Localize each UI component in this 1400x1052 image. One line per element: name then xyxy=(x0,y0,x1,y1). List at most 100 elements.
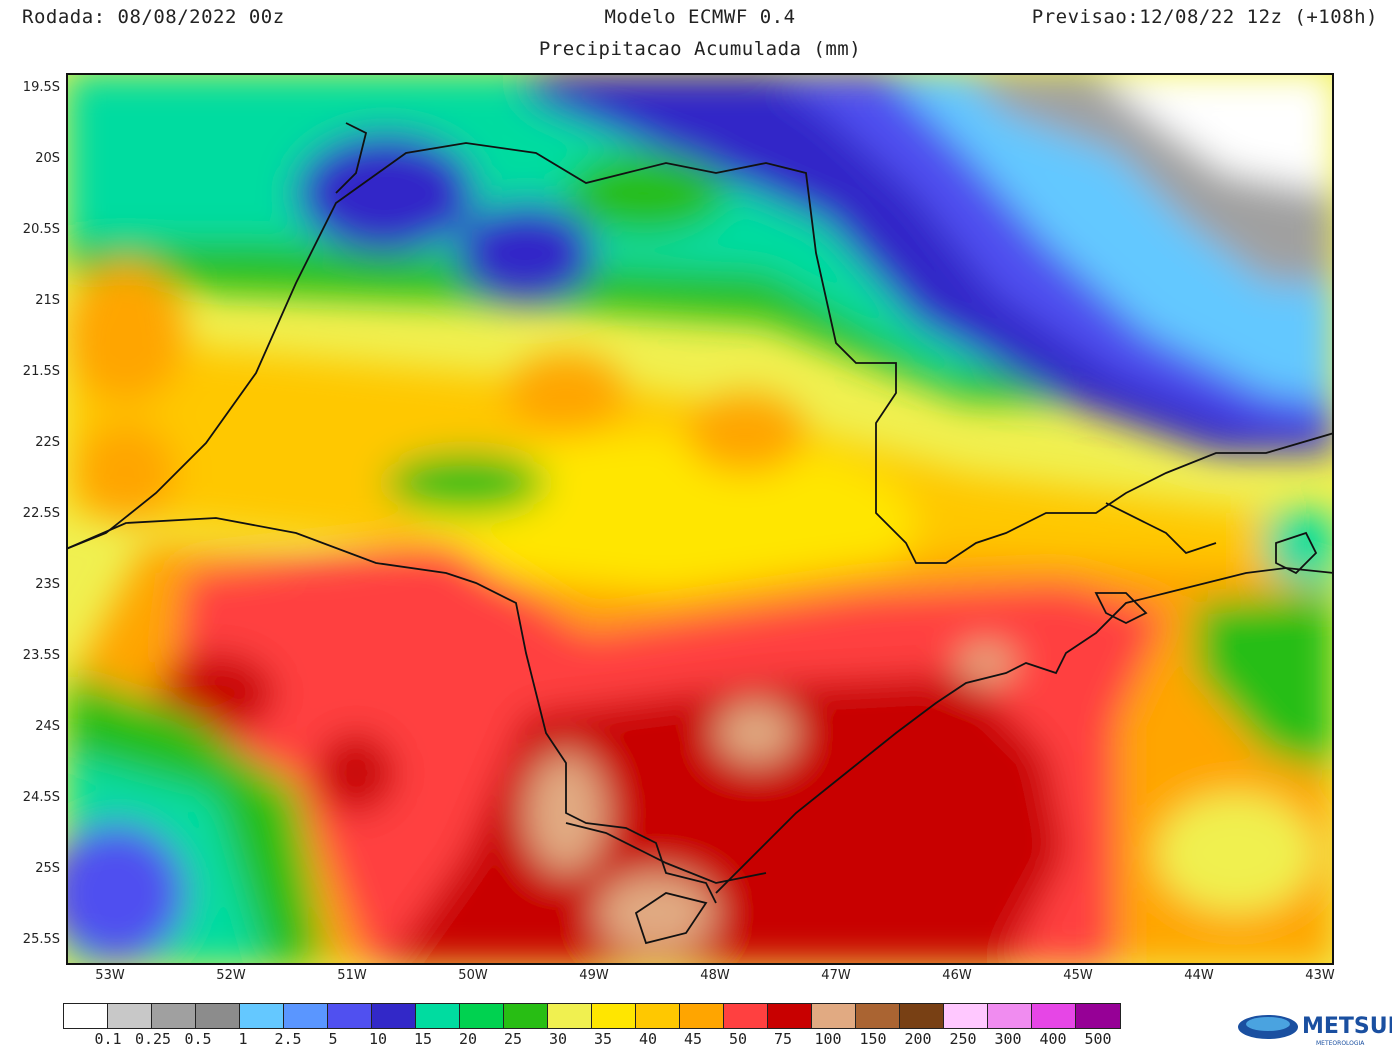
lat-label: 25.5S xyxy=(22,932,60,947)
field-orange-west2 xyxy=(76,423,176,523)
field-tan-4 xyxy=(956,643,1016,683)
field-darkred-south xyxy=(386,673,1066,965)
colorbar-swatch xyxy=(416,1004,460,1028)
lon-label: 47W xyxy=(821,968,851,983)
lat-label: 22S xyxy=(35,435,60,450)
lon-label: 44W xyxy=(1184,968,1214,983)
border-ms-pr xyxy=(335,122,368,194)
lat-label: 24S xyxy=(35,719,60,734)
field-blue-sw xyxy=(66,823,186,963)
colorbar-label: 0.1 xyxy=(94,1030,122,1048)
field-blue-n2 xyxy=(456,203,596,303)
lat-label: 21S xyxy=(35,293,60,308)
lat-label: 21.5S xyxy=(22,364,60,379)
lat-label: 19.5S xyxy=(22,80,60,95)
colorbar-swatch xyxy=(460,1004,504,1028)
logo-tagline: METEOROLOGIA xyxy=(1316,1040,1365,1047)
colorbar-label: 150 xyxy=(859,1030,887,1048)
colorbar-label: 50 xyxy=(728,1030,748,1048)
colorbar-swatch xyxy=(1076,1004,1120,1028)
colorbar-swatch xyxy=(1032,1004,1076,1028)
lon-label: 53W xyxy=(95,968,125,983)
colorbar-label: 20 xyxy=(458,1030,478,1048)
lat-label: 20S xyxy=(35,151,60,166)
colorbar-label: 75 xyxy=(773,1030,793,1048)
field-yellow-east xyxy=(1156,793,1316,913)
field-orange-west xyxy=(66,263,186,403)
colorbar-swatch xyxy=(636,1004,680,1028)
colorbar-label: 400 xyxy=(1039,1030,1067,1048)
field-orange-c xyxy=(506,353,626,433)
field-orange-e xyxy=(686,393,806,473)
colorbar-swatch xyxy=(240,1004,284,1028)
field-white-ne xyxy=(1096,73,1334,193)
field-green-east xyxy=(1196,593,1334,773)
forecast-valid-label: Previsao:12/08/22 12z (+108h) xyxy=(1031,6,1378,28)
colorbar-swatch xyxy=(504,1004,548,1028)
field-blue-nw xyxy=(296,133,476,253)
colorbar-label: 30 xyxy=(548,1030,568,1048)
field-tan-2 xyxy=(716,703,796,763)
map-frame xyxy=(66,73,1334,965)
lon-label: 43W xyxy=(1305,968,1335,983)
field-green-center xyxy=(386,453,546,513)
lon-label: 45W xyxy=(1063,968,1093,983)
colorbar-label: 0.25 xyxy=(134,1030,172,1048)
colorbar-label: 2.5 xyxy=(274,1030,302,1048)
colorbar-label: 35 xyxy=(593,1030,613,1048)
lat-label: 25S xyxy=(35,861,60,876)
border-pr-sp xyxy=(66,517,717,904)
colorbar-swatch xyxy=(944,1004,988,1028)
bay-pr xyxy=(634,892,708,945)
colorbar-label: 500 xyxy=(1084,1030,1112,1048)
colorbar-swatch xyxy=(108,1004,152,1028)
model-title: Modelo ECMWF 0.4 xyxy=(604,6,796,28)
lat-label: 20.5S xyxy=(22,222,60,237)
border-ms-sp xyxy=(66,142,1334,564)
colorbar-swatch xyxy=(856,1004,900,1028)
lon-label: 50W xyxy=(458,968,488,983)
colorbar-swatch xyxy=(988,1004,1032,1028)
colorbar-label: 25 xyxy=(503,1030,523,1048)
colorbar-label: 100 xyxy=(814,1030,842,1048)
colorbar xyxy=(63,1003,1121,1029)
colorbar-swatch xyxy=(592,1004,636,1028)
border-pr-sc xyxy=(565,822,767,884)
field-green-n3 xyxy=(566,153,726,233)
lon-label: 52W xyxy=(216,968,246,983)
colorbar-label: 0.5 xyxy=(184,1030,212,1048)
coastline xyxy=(715,567,1334,894)
lon-label: 51W xyxy=(337,968,367,983)
field-darkred-w2 xyxy=(316,733,396,813)
colorbar-label: 200 xyxy=(904,1030,932,1048)
colorbar-label: 40 xyxy=(638,1030,658,1048)
colorbar-swatch xyxy=(768,1004,812,1028)
lat-label: 22.5S xyxy=(22,506,60,521)
colorbar-swatch xyxy=(812,1004,856,1028)
colorbar-swatch xyxy=(64,1004,108,1028)
colorbar-label: 10 xyxy=(368,1030,388,1048)
colorbar-swatch xyxy=(372,1004,416,1028)
logo-name: METSUL xyxy=(1302,1014,1392,1039)
map-subtitle: Precipitacao Acumulada (mm) xyxy=(538,38,862,60)
colorbar-swatch xyxy=(548,1004,592,1028)
colorbar-label: 45 xyxy=(683,1030,703,1048)
lat-label: 24.5S xyxy=(22,790,60,805)
field-teal-coast xyxy=(1266,513,1334,593)
state-boundaries xyxy=(66,122,1334,945)
lat-label: 23.5S xyxy=(22,648,60,663)
colorbar-swatch xyxy=(328,1004,372,1028)
lon-label: 48W xyxy=(700,968,730,983)
run-time-label: Rodada: 08/08/2022 00z xyxy=(22,6,285,28)
metsul-logo: METSUL METEOROLOGIA xyxy=(1238,1014,1392,1047)
lon-label: 46W xyxy=(942,968,972,983)
colorbar-swatch xyxy=(284,1004,328,1028)
colorbar-swatch xyxy=(196,1004,240,1028)
bay-rj xyxy=(1275,531,1318,575)
colorbar-swatch xyxy=(724,1004,768,1028)
lat-label: 23S xyxy=(35,577,60,592)
colorbar-label: 15 xyxy=(413,1030,433,1048)
colorbar-swatch xyxy=(680,1004,724,1028)
island-sp xyxy=(1094,592,1148,625)
colorbar-label: 250 xyxy=(949,1030,977,1048)
